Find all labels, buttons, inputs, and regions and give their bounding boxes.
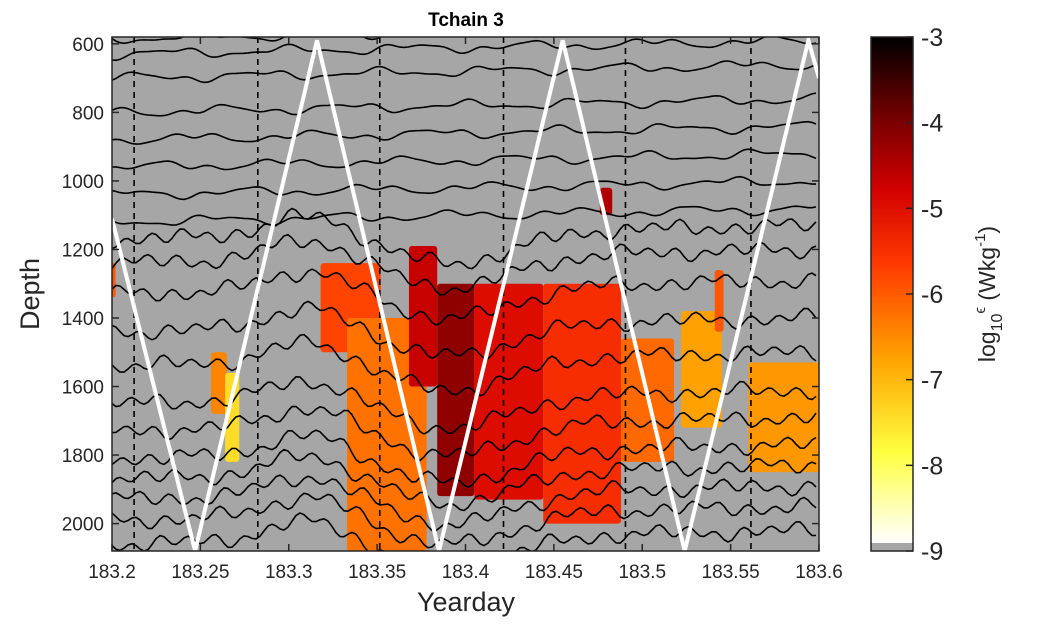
colorbar-tick-label-4: -7	[921, 367, 943, 395]
isotherm-line-10	[112, 268, 817, 326]
isotherm-line-9	[112, 233, 817, 296]
profiler-track-line	[112, 37, 819, 551]
dissipation-patch-5	[408, 246, 438, 387]
isotherm-line-8	[112, 207, 817, 270]
y-tick-label-4: 1400	[62, 309, 104, 330]
isotherm-line-12	[112, 333, 817, 397]
x-axis-label: Yearday	[417, 587, 516, 617]
isotherm-line-7	[112, 205, 817, 227]
dissipation-patch-2	[225, 372, 240, 462]
colorbar-bottom-gray	[871, 543, 913, 551]
y-tick-label-7: 2000	[62, 515, 104, 536]
isotherm-line-6	[112, 175, 816, 201]
isotherm-line-19	[112, 512, 816, 551]
y-tick-label-5: 1600	[62, 378, 104, 399]
y-tick-label-0: 600	[72, 35, 104, 56]
dissipation-patch-7	[474, 283, 544, 500]
dissipation-patch-12	[714, 270, 724, 332]
colorbar-tick-label-6: -9	[921, 538, 943, 566]
isotherm-line-1	[112, 37, 817, 62]
colorbar-tick-label-3: -6	[921, 281, 943, 309]
y-tick-label-6: 1800	[62, 446, 104, 467]
colorbar-label: log10ϵ (Wkg-1)	[972, 226, 1006, 362]
colorbar-ticks: -3 -4 -5 -6 -7 -8 -9	[906, 24, 943, 566]
y-axis-ticks: 600 800 1000 1200 1400 1600 1800 2000	[62, 35, 819, 536]
isotherm-line-4	[112, 120, 817, 145]
y-axis-label: Depth	[15, 258, 45, 330]
colorbar-tick-label-5: -8	[921, 452, 943, 480]
isotherm-contours	[112, 37, 817, 551]
y-tick-label-1: 800	[72, 103, 104, 124]
y-tick-label-2: 1000	[62, 172, 104, 193]
dissipation-patch-8	[543, 283, 622, 524]
x-axis-ticks: 183.2 183.25 183.3 183.35 183.4 183.45 183.5 18…	[88, 37, 843, 583]
colorbar-tick-label-2: -5	[921, 195, 943, 223]
chart-title: Tchain 3	[428, 10, 504, 31]
x-tick-label-6: 183.5	[618, 562, 666, 583]
y-tick-label-3: 1200	[62, 240, 104, 261]
colorbar-gradient	[871, 37, 913, 543]
x-tick-label-2: 183.3	[265, 562, 313, 583]
x-tick-label-5: 183.45	[525, 562, 583, 583]
colorbar-tick-label-0: -3	[921, 24, 943, 52]
isotherm-line-3	[112, 92, 817, 117]
x-tick-label-0: 183.2	[88, 562, 136, 583]
isotherm-line-5	[112, 148, 817, 171]
dissipation-patch-11	[681, 311, 722, 428]
colorbar-tick-label-1: -4	[921, 110, 943, 138]
profiler-track	[112, 37, 819, 551]
x-tick-label-4: 183.4	[442, 562, 490, 583]
dissipation-patch-13	[748, 362, 819, 473]
isotherm-line-2	[112, 60, 817, 84]
isotherm-line-18	[112, 492, 817, 549]
x-tick-label-7: 183.55	[702, 562, 760, 583]
x-tick-label-1: 183.25	[171, 562, 229, 583]
isotherm-line-16	[112, 448, 817, 512]
isotherm-line-11	[112, 300, 817, 360]
x-tick-label-3: 183.35	[348, 562, 406, 583]
x-tick-label-8: 183.6	[795, 562, 843, 583]
dissipation-patches	[112, 187, 819, 551]
isotherm-line-15	[112, 429, 817, 488]
